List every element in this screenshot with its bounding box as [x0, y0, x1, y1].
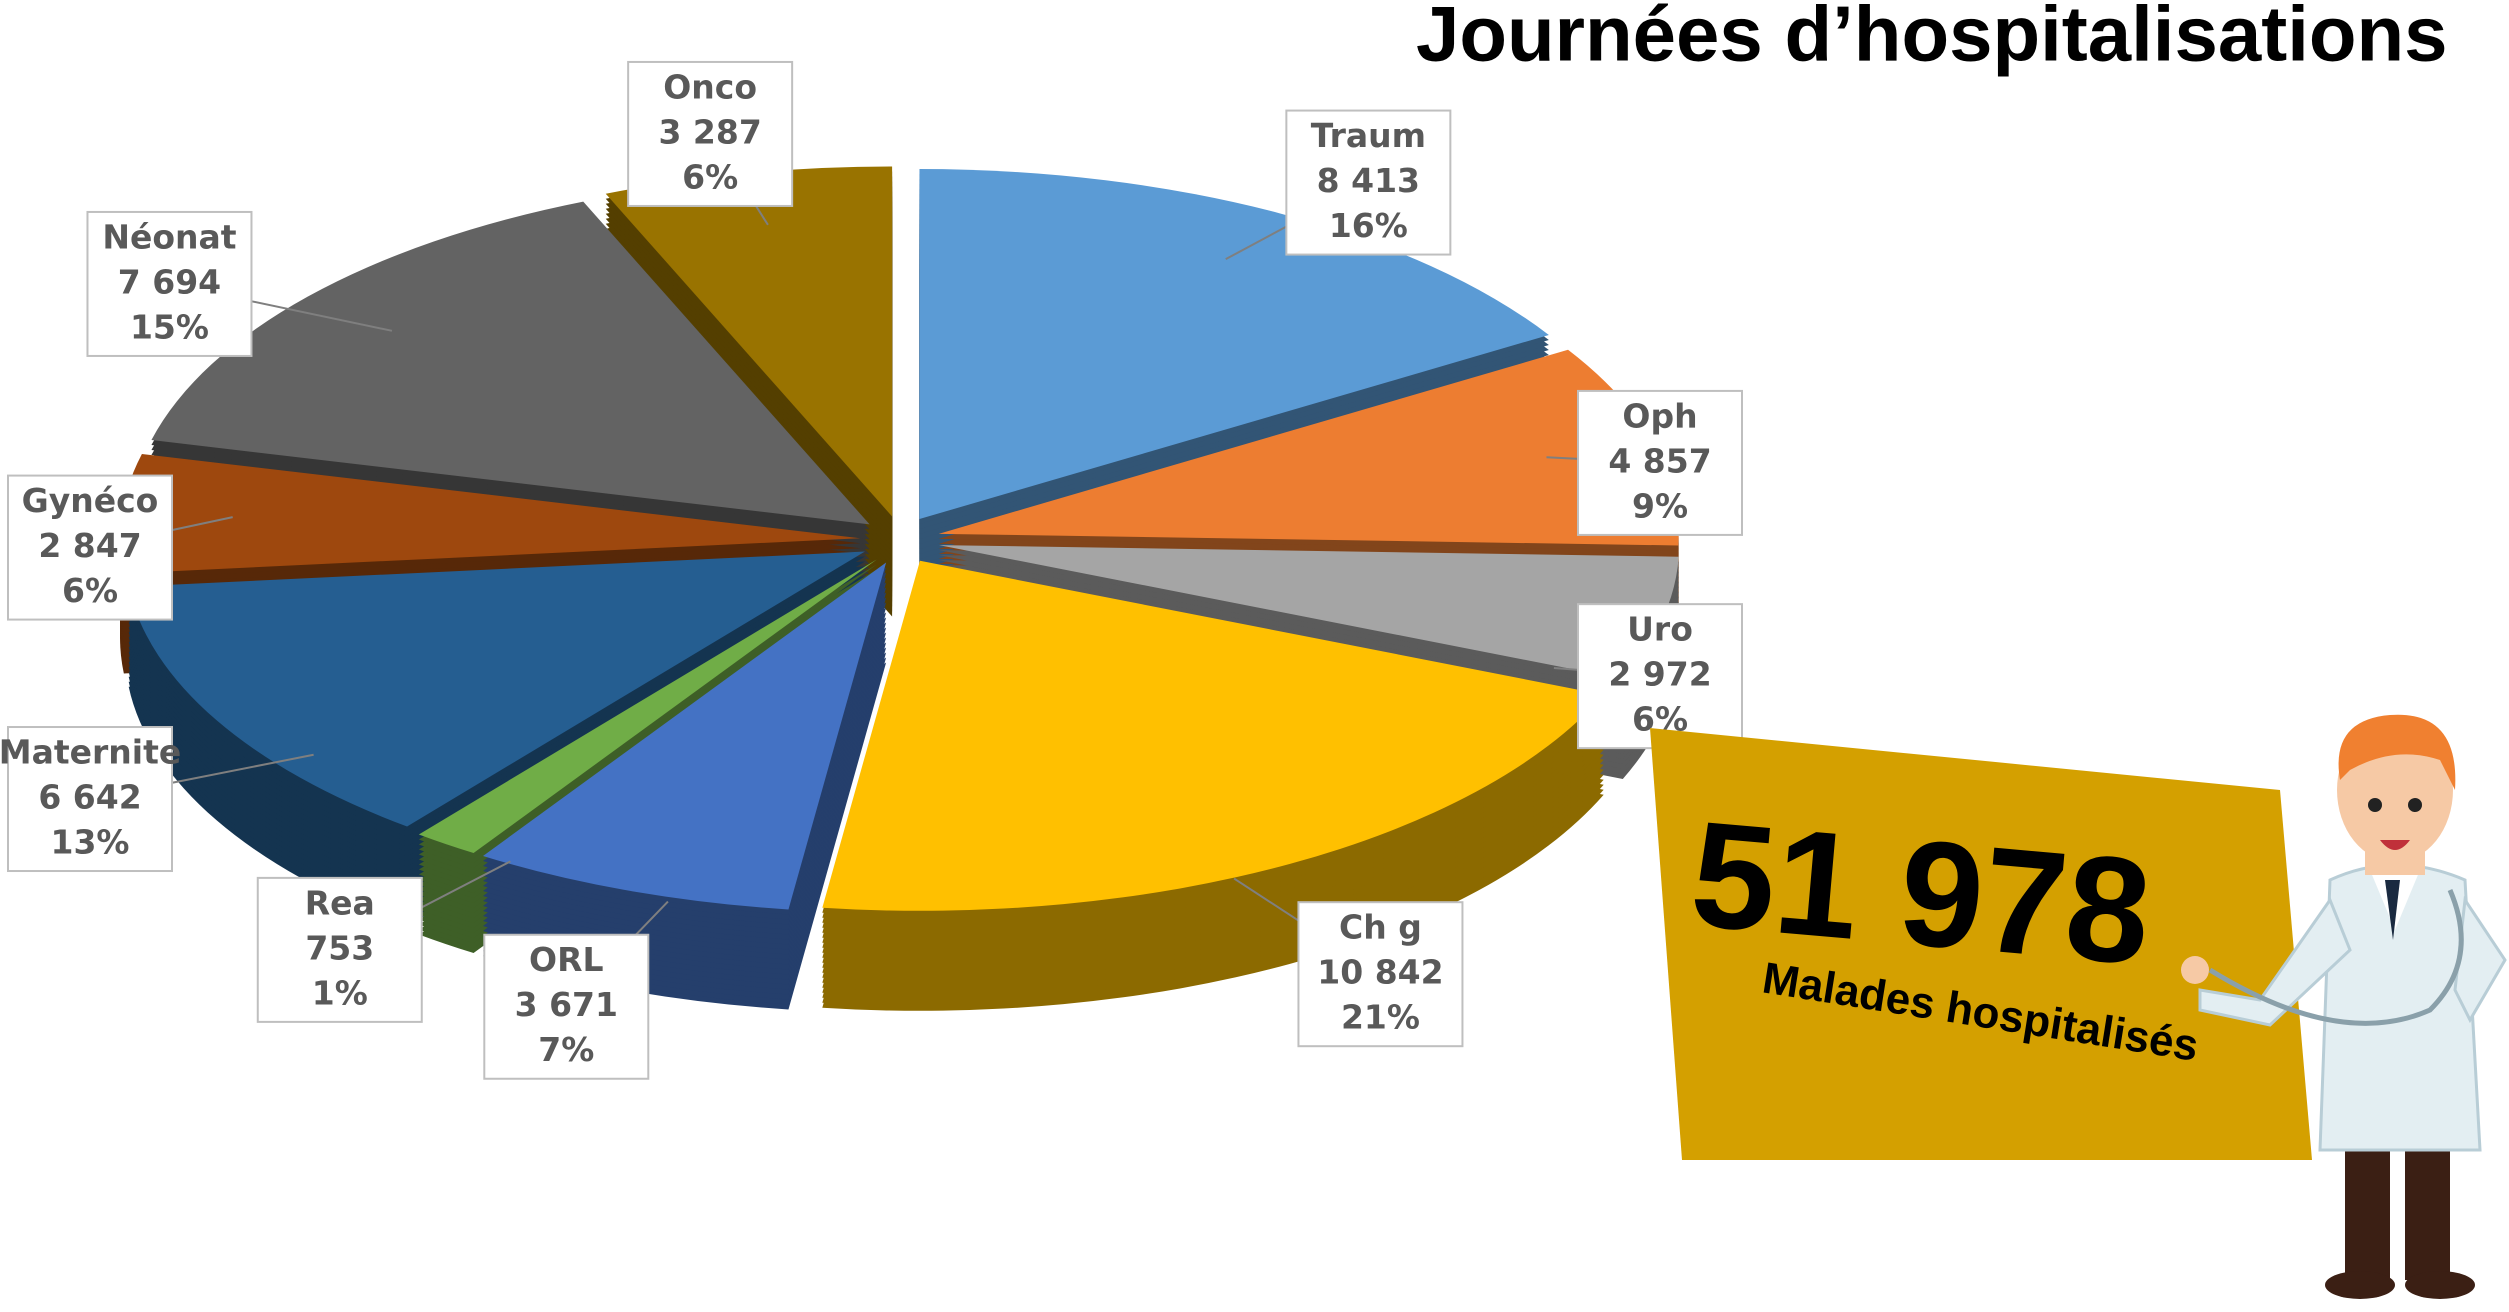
- slice: [128, 551, 865, 827]
- label-box: [256, 876, 423, 1023]
- value-label: 753: [305, 928, 374, 967]
- percent-label: 6%: [62, 571, 118, 610]
- category-label: Ch g: [1339, 908, 1422, 947]
- percent-label: 1%: [312, 973, 368, 1012]
- value-label: 10 842: [1317, 953, 1443, 992]
- label-box: [1577, 603, 1743, 750]
- slice: [605, 166, 893, 517]
- slice: [151, 201, 870, 525]
- slice: [120, 453, 861, 574]
- category-label: Rea: [305, 883, 375, 922]
- percent-label: 7%: [538, 1030, 594, 1069]
- value-label: 4 857: [1608, 441, 1711, 480]
- value-label: 3 671: [515, 985, 618, 1024]
- value-label: 3 287: [658, 112, 761, 151]
- value-label: 8 413: [1317, 161, 1420, 200]
- category-label: Uro: [1627, 610, 1693, 649]
- percent-label: 6%: [682, 157, 738, 196]
- doctor: [2181, 714, 2507, 1299]
- percent-label: 13%: [51, 823, 130, 862]
- percent-label: 16%: [1329, 206, 1408, 245]
- category-label: Maternite: [0, 733, 181, 772]
- category-label: Traum: [1311, 116, 1426, 155]
- label-box: [7, 474, 173, 621]
- slice: [418, 559, 877, 854]
- labels: Traum 8 413 16% Oph 4 857 9% Uro 2 972 6% Ch g 10 …: [0, 60, 1743, 1080]
- value-label: 7 694: [118, 262, 221, 301]
- label-box: [483, 933, 650, 1080]
- pie: [120, 166, 1679, 1011]
- slice: [938, 349, 1679, 546]
- label-box: [1577, 389, 1743, 536]
- chart-title: Journées d’hospitalisations: [1416, 0, 2448, 78]
- label-box: [86, 210, 253, 357]
- label-box: [1297, 901, 1464, 1048]
- slice: [822, 560, 1604, 911]
- category-label: Gynéco: [22, 481, 159, 520]
- category-label: Néonat: [102, 217, 236, 256]
- total-value: 51 978: [1685, 789, 2157, 996]
- percent-label: 15%: [130, 307, 209, 346]
- label-box: [1285, 109, 1452, 256]
- label-box: [627, 60, 794, 207]
- percent-label: 9%: [1632, 486, 1688, 525]
- slice: [939, 545, 1679, 679]
- category-label: Onco: [663, 67, 757, 106]
- slice: [919, 169, 1549, 520]
- value-label: 2 847: [38, 526, 141, 565]
- total-box: [1650, 728, 2312, 1160]
- slice: [482, 562, 887, 910]
- label-box: [7, 726, 173, 873]
- category-label: Oph: [1622, 396, 1697, 435]
- percent-label: 21%: [1341, 998, 1420, 1037]
- category-label: ORL: [529, 940, 604, 979]
- value-label: 2 972: [1608, 655, 1711, 694]
- value-label: 6 642: [38, 778, 141, 817]
